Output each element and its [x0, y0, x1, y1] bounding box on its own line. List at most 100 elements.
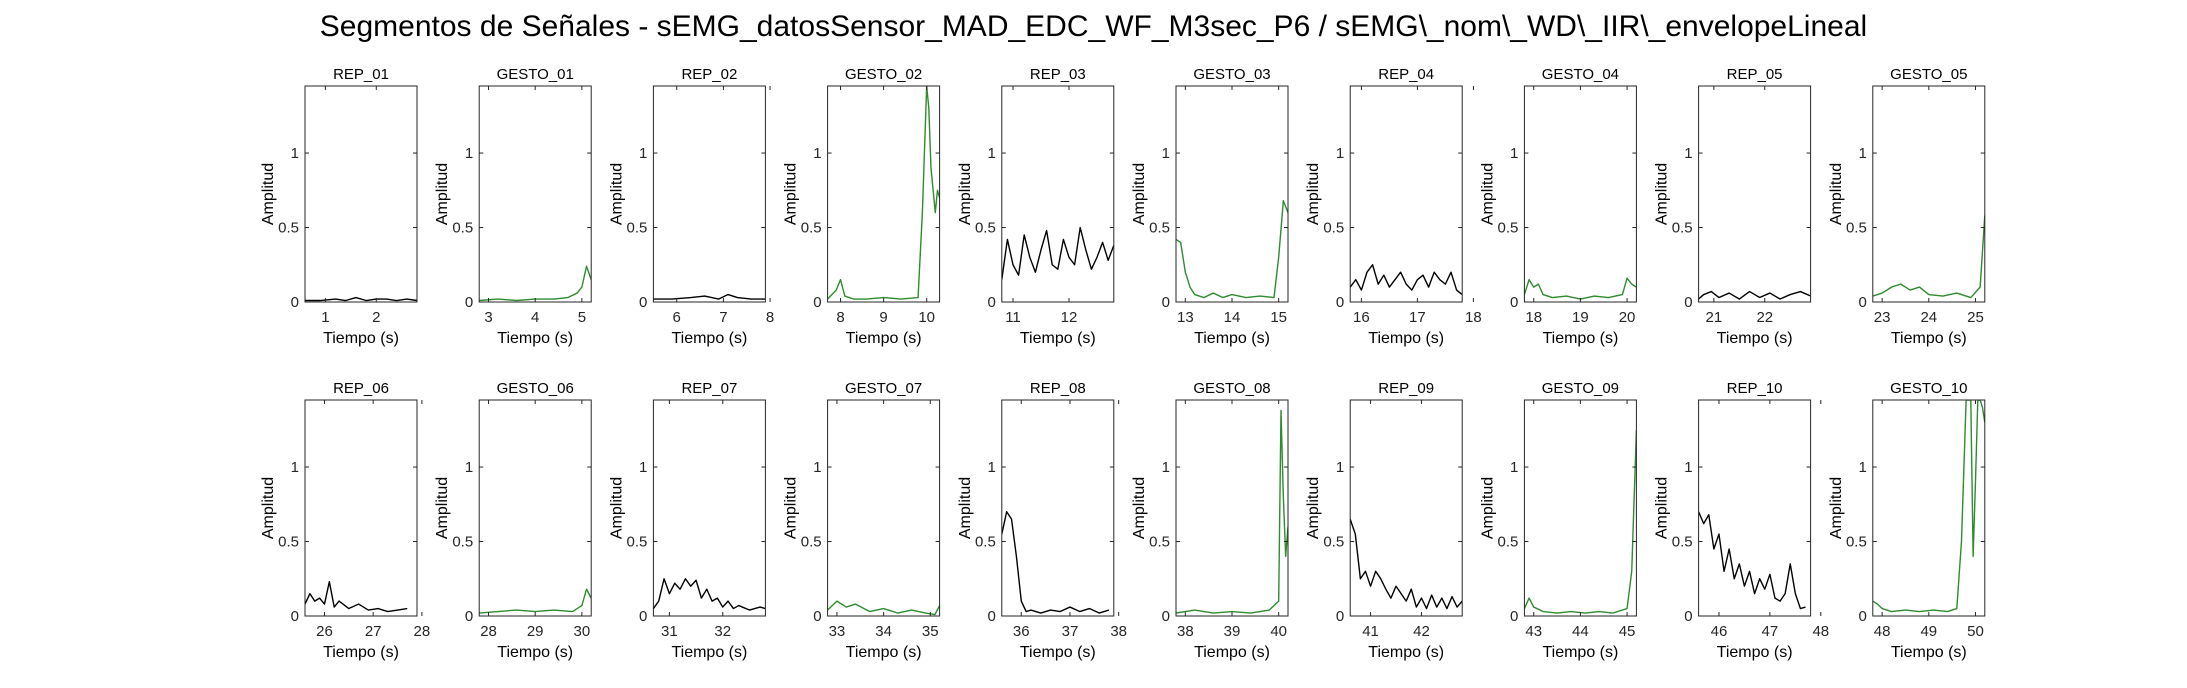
- series-line: [1176, 199, 1288, 299]
- axes-box: [1001, 85, 1115, 303]
- x-tick-label: 35: [922, 623, 939, 640]
- x-tick-label: 32: [714, 623, 731, 640]
- x-tick-label: 18: [1525, 309, 1542, 326]
- x-axis-label: Tiempo (s): [846, 644, 922, 661]
- y-tick-label: 0.5: [452, 534, 473, 551]
- subplot-gesto-09: 43 44 45 0 0.5 1 GESTO_09 Tiempo (s) Amplitud: [1479, 380, 1637, 661]
- y-axis-label: Amplitud: [957, 477, 974, 539]
- y-axis-label: Amplitud: [1131, 163, 1148, 225]
- x-tick-label: 17: [1409, 309, 1426, 326]
- series-line: [1698, 511, 1806, 610]
- subplot-rep-02: 6 7 8 0 0.5 1 REP_02 Tiempo (s) Amplitud: [608, 66, 774, 347]
- x-tick-label: 34: [875, 623, 892, 640]
- series-line: [305, 581, 408, 613]
- y-tick-label: 0: [1336, 608, 1344, 625]
- x-axis-label: Tiempo (s): [323, 644, 399, 661]
- series-line: [827, 86, 940, 300]
- subplot-gesto-06: 28 29 30 0 0.5 1 GESTO_06 Tiempo (s) Amplitud: [434, 380, 592, 661]
- x-axis-label: Tiempo (s): [1891, 644, 1967, 661]
- y-tick-label: 0.5: [278, 534, 299, 551]
- subplot-title: REP_09: [1378, 380, 1434, 397]
- y-tick-label: 0.5: [1149, 220, 1170, 237]
- y-axis-label: Amplitud: [608, 163, 625, 225]
- y-tick-label: 1: [291, 145, 299, 162]
- axes-box: [304, 399, 418, 617]
- axes-box: [1523, 399, 1637, 617]
- subplot-title: REP_07: [681, 380, 737, 397]
- y-axis-label: Amplitud: [434, 477, 451, 539]
- subplot-title: REP_05: [1727, 66, 1783, 83]
- axes-box: [1175, 85, 1289, 303]
- axes-box: [1349, 399, 1463, 617]
- y-tick-label: 0.5: [452, 220, 473, 237]
- x-tick-label: 2: [372, 309, 380, 326]
- subplot-rep-09: 41 42 0 0.5 1 REP_09 Tiempo (s) Amplitud: [1305, 380, 1463, 661]
- y-tick-label: 0: [465, 294, 473, 311]
- y-tick-label: 0.5: [975, 534, 996, 551]
- y-axis-label: Amplitud: [957, 163, 974, 225]
- x-tick-label: 27: [365, 623, 382, 640]
- y-tick-label: 0: [291, 608, 299, 625]
- x-tick-label: 12: [1061, 309, 1078, 326]
- series-line: [1350, 518, 1463, 610]
- x-tick-label: 19: [1572, 309, 1589, 326]
- series-line: [479, 588, 592, 614]
- y-tick-label: 0: [1858, 608, 1866, 625]
- axes-box: [1698, 399, 1812, 617]
- y-tick-label: 1: [1162, 459, 1170, 476]
- y-tick-label: 1: [1684, 145, 1692, 162]
- subplot-rep-01: 1 2 0 0.5 1 REP_01 Tiempo (s) Amplitud: [260, 66, 418, 347]
- x-tick-label: 21: [1706, 309, 1723, 326]
- y-axis-label: Amplitud: [1828, 163, 1845, 225]
- subplot-title: GESTO_07: [845, 380, 922, 397]
- series-line: [653, 293, 766, 300]
- x-tick-label: 11: [1005, 309, 1021, 326]
- x-tick-label: 10: [918, 309, 935, 326]
- series-line: [1524, 277, 1637, 300]
- x-tick-label: 8: [836, 309, 844, 326]
- subplot-gesto-10: 48 49 50 0 0.5 1 GESTO_10 Tiempo (s) Amplitud: [1828, 380, 1986, 661]
- x-axis-label: Tiempo (s): [1891, 330, 1967, 347]
- x-tick-label: 31: [661, 623, 678, 640]
- subplot-title: REP_01: [333, 66, 389, 83]
- subplot-title: GESTO_03: [1193, 66, 1270, 83]
- y-axis-label: Amplitud: [783, 477, 800, 539]
- y-tick-label: 0: [1858, 294, 1866, 311]
- x-tick-label: 1: [321, 309, 329, 326]
- series-line: [1872, 400, 1985, 613]
- y-axis-label: Amplitud: [260, 163, 277, 225]
- subplot-gesto-03: 13 14 15 0 0.5 1 GESTO_03 Tiempo (s) Amplitud: [1131, 66, 1289, 347]
- x-axis-label: Tiempo (s): [1194, 330, 1270, 347]
- x-tick-label: 7: [719, 309, 727, 326]
- x-tick-label: 33: [829, 623, 846, 640]
- y-tick-label: 1: [1858, 459, 1866, 476]
- x-tick-label: 15: [1270, 309, 1287, 326]
- y-tick-label: 1: [639, 459, 647, 476]
- subplot-rep-03: 11 12 0 0.5 1 REP_03 Tiempo (s) Amplitud: [957, 66, 1115, 347]
- y-tick-label: 1: [639, 145, 647, 162]
- y-axis-label: Amplitud: [1828, 477, 1845, 539]
- axes-box: [1175, 399, 1289, 617]
- subplot-title: GESTO_01: [497, 66, 574, 83]
- x-tick-label: 14: [1224, 309, 1241, 326]
- x-axis-label: Tiempo (s): [1020, 330, 1096, 347]
- y-tick-label: 0.5: [278, 220, 299, 237]
- series-line: [653, 578, 766, 611]
- x-tick-label: 38: [1110, 623, 1127, 640]
- x-axis-label: Tiempo (s): [1542, 330, 1618, 347]
- x-tick-label: 38: [1177, 623, 1194, 640]
- x-tick-label: 8: [766, 309, 774, 326]
- axes-box: [304, 85, 418, 303]
- subplot-gesto-02: 8 9 10 0 0.5 1 GESTO_02 Tiempo (s) Amplitud: [783, 66, 941, 347]
- x-tick-label: 46: [1711, 623, 1728, 640]
- y-tick-label: 0.5: [975, 220, 996, 237]
- x-tick-label: 4: [531, 309, 539, 326]
- x-tick-label: 49: [1920, 623, 1937, 640]
- y-tick-label: 0.5: [1323, 534, 1344, 551]
- y-tick-label: 0: [987, 294, 995, 311]
- x-axis-label: Tiempo (s): [1717, 644, 1793, 661]
- y-tick-label: 0.5: [1498, 534, 1519, 551]
- series-line: [479, 265, 592, 302]
- y-tick-label: 0.5: [627, 534, 648, 551]
- y-tick-label: 0.5: [801, 220, 822, 237]
